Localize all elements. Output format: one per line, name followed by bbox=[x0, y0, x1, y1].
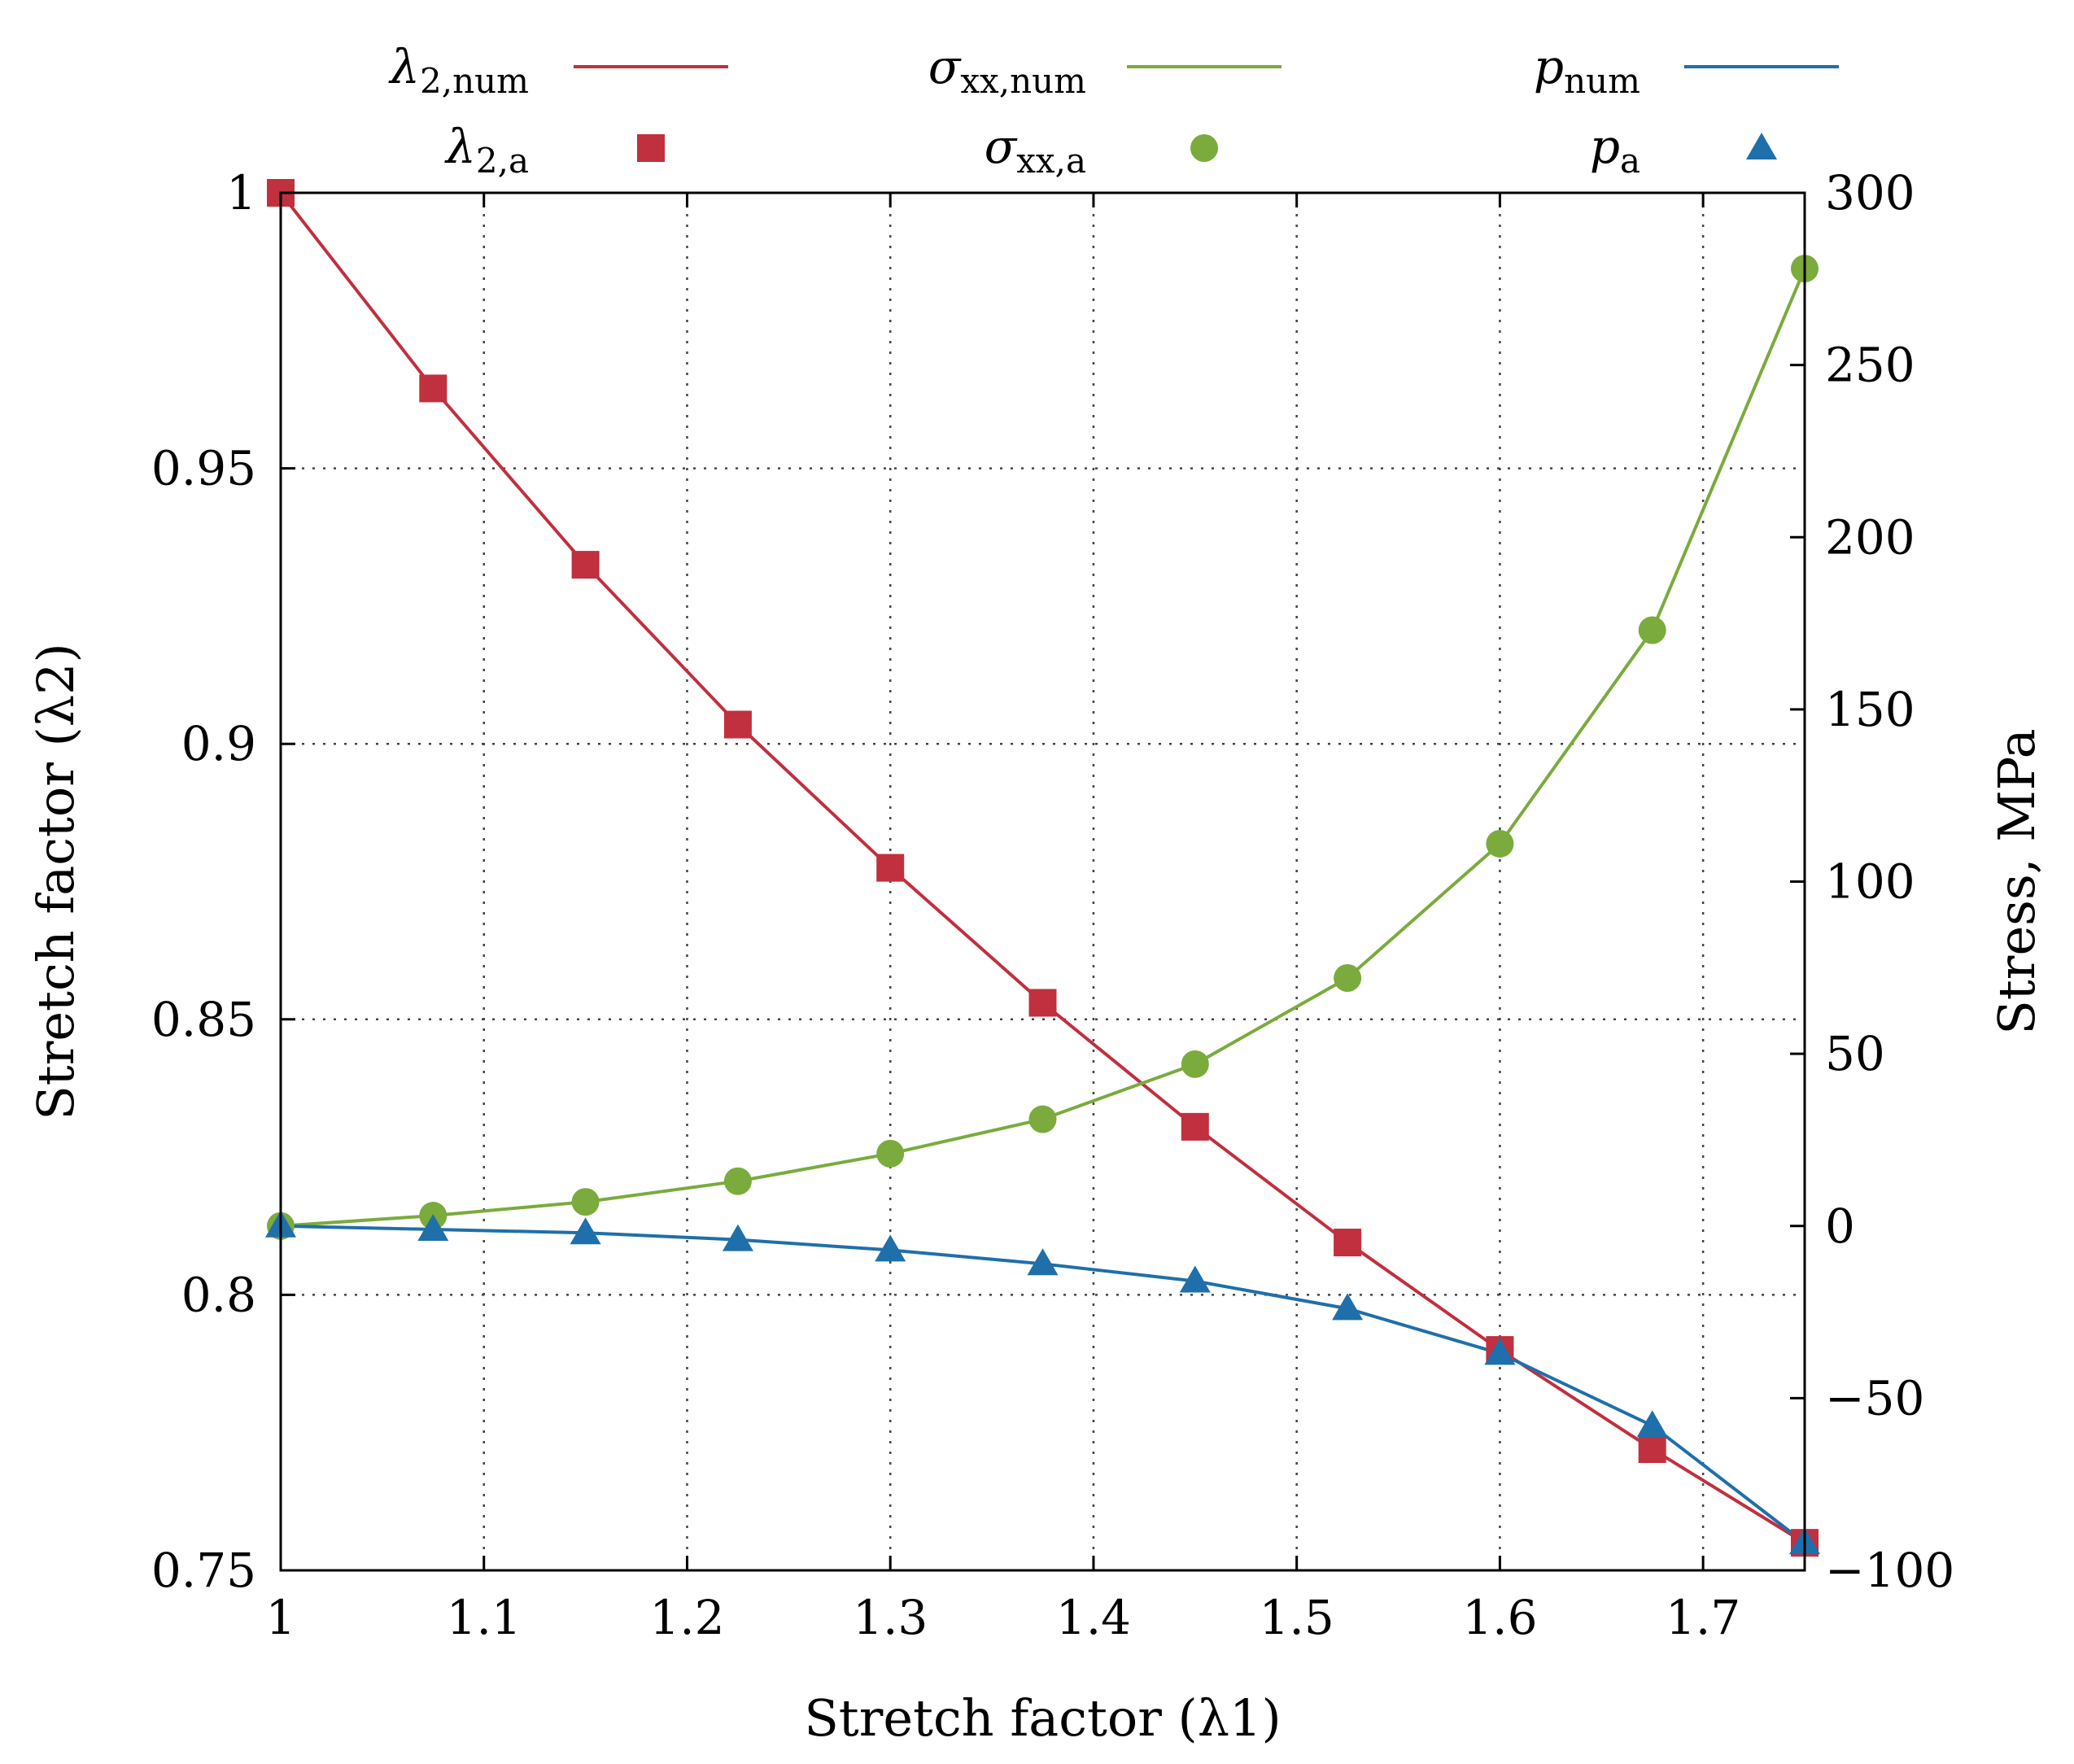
data-point-a bbox=[570, 1217, 601, 1245]
legend-label-main: λ bbox=[388, 39, 420, 94]
y-right-tick-label: 150 bbox=[1825, 682, 1915, 737]
data-point-2-a bbox=[1638, 1435, 1666, 1464]
legend-label-sub: 2,num bbox=[420, 61, 529, 101]
y-right-tick-label: 250 bbox=[1825, 338, 1915, 393]
data-point-xx-a bbox=[1181, 1050, 1209, 1078]
x-tick-label: 1 bbox=[266, 1590, 296, 1645]
y-left-tick-label: 1 bbox=[226, 165, 256, 220]
x-tick-label: 1.3 bbox=[853, 1590, 928, 1645]
data-point-2-a bbox=[1181, 1112, 1209, 1141]
x-tick-label: 1.5 bbox=[1260, 1590, 1334, 1645]
data-point-xx-a bbox=[876, 1139, 905, 1168]
legend-label-main: λ bbox=[444, 119, 476, 174]
legend-label-sub: xx,a bbox=[1016, 141, 1086, 181]
y-right-tick-label: −100 bbox=[1825, 1543, 1954, 1598]
legend-marker-swatch bbox=[1190, 134, 1218, 162]
legend-label: σxx,num bbox=[928, 39, 1086, 101]
right-y-axis-title: Stress, MPa bbox=[1987, 728, 2046, 1034]
series-line-xx-num bbox=[280, 268, 1806, 1228]
grid bbox=[281, 193, 1805, 1570]
x-tick-label: 1.2 bbox=[649, 1590, 724, 1645]
legend-label-main: σ bbox=[928, 39, 962, 94]
left-y-axis-title: Stretch factor (λ2) bbox=[26, 643, 85, 1120]
legend-label-main: p bbox=[1534, 39, 1564, 94]
data-point-a bbox=[1484, 1338, 1516, 1365]
data-point-xx-a bbox=[1486, 829, 1514, 858]
x-axis-title: Stretch factor (λ1) bbox=[804, 1688, 1281, 1748]
legend-label-main: p bbox=[1590, 119, 1620, 174]
y-right-tick-label: −50 bbox=[1825, 1370, 1924, 1426]
y-left-tick-label: 0.8 bbox=[181, 1267, 256, 1322]
data-point-a bbox=[875, 1234, 906, 1262]
legend-label-sub: xx,num bbox=[960, 61, 1086, 101]
y-right-tick-label: 100 bbox=[1825, 854, 1915, 910]
legend-label: λ2,num bbox=[388, 39, 529, 101]
data-point-a bbox=[1179, 1265, 1211, 1293]
data-point-xx-a bbox=[1028, 1105, 1057, 1133]
data-point-xx-a bbox=[1334, 964, 1362, 993]
data-point-2-a bbox=[1028, 989, 1057, 1017]
data-point-2-a bbox=[723, 710, 752, 739]
data-point-2-a bbox=[419, 374, 448, 403]
legend-label: λ2,a bbox=[444, 119, 529, 181]
plot-frame bbox=[279, 191, 1806, 1572]
data-point-xx-a bbox=[1638, 616, 1666, 644]
plot-area bbox=[265, 179, 1820, 1557]
y-right-tick-label: 200 bbox=[1825, 509, 1915, 565]
y-left-tick-label: 0.75 bbox=[151, 1543, 256, 1598]
x-tick-label: 1.7 bbox=[1666, 1590, 1740, 1645]
legend-marker-swatch bbox=[1746, 133, 1777, 159]
legend-label-sub: 2,a bbox=[476, 141, 529, 181]
data-point-xx-a bbox=[571, 1188, 600, 1216]
data-point-2-a bbox=[1334, 1229, 1362, 1257]
data-point-2-a bbox=[876, 854, 905, 882]
y-right-tick-label: 0 bbox=[1825, 1199, 1855, 1254]
x-tick-label: 1.1 bbox=[447, 1590, 522, 1645]
y-right-tick-label: 50 bbox=[1825, 1026, 1885, 1081]
data-point-a bbox=[722, 1224, 753, 1251]
x-tick-label: 1.6 bbox=[1462, 1590, 1537, 1645]
y-left-tick-label: 0.9 bbox=[181, 716, 256, 771]
legend-marker-swatch bbox=[637, 134, 665, 162]
legend-label-main: σ bbox=[985, 119, 1018, 174]
data-point-xx-a bbox=[723, 1167, 752, 1195]
legend-label: σxx,a bbox=[985, 119, 1086, 181]
series-line-2-num bbox=[279, 191, 1806, 1544]
axis-ticks: 1 1.1 1.2 1.3 1.4 1.5 1.6 1.7 0.75 0.8 0.85 0.9 0.95… bbox=[151, 165, 1954, 1645]
y-left-tick-label: 0.95 bbox=[151, 441, 256, 496]
legend-label: pa bbox=[1590, 119, 1640, 181]
data-point-a bbox=[1027, 1248, 1059, 1276]
y-left-tick-label: 0.85 bbox=[151, 992, 256, 1047]
data-point-a bbox=[1636, 1410, 1668, 1438]
legend-label-sub: a bbox=[1620, 141, 1640, 181]
legend-label-sub: num bbox=[1564, 61, 1640, 101]
legend-label: pnum bbox=[1534, 39, 1640, 101]
data-point-a bbox=[1332, 1293, 1364, 1321]
data-point-2-a bbox=[571, 551, 600, 579]
data-point-a bbox=[417, 1213, 449, 1241]
x-tick-label: 1.4 bbox=[1056, 1590, 1131, 1645]
y-right-tick-label: 300 bbox=[1825, 165, 1915, 220]
